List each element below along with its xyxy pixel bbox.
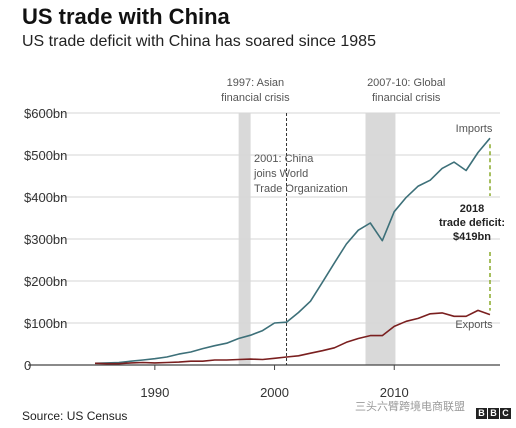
x-tick-label: 2000 (260, 385, 289, 400)
y-tick-label: $600bn (24, 106, 67, 121)
crisis-label: financial crisis (372, 92, 441, 104)
series-label-exports: Exports (455, 319, 493, 331)
wto-label: 2001: China (254, 153, 314, 165)
y-tick-label: 0 (24, 358, 31, 373)
wto-label: Trade Organization (254, 183, 348, 195)
crisis-label: 1997: Asian (227, 77, 285, 89)
series-line-exports (94, 309, 491, 365)
deficit-label: trade deficit: (439, 217, 505, 229)
x-tick-label: 2010 (380, 385, 409, 400)
logo-letter: C (500, 408, 511, 419)
y-tick-label: $100bn (24, 316, 67, 331)
bbc-logo: B B C (476, 408, 511, 419)
crisis-label: 2007-10: Global (367, 77, 445, 89)
watermark: 三头六臂跨境电商联盟 (355, 401, 465, 413)
y-tick-label: $200bn (24, 274, 67, 289)
logo-letter: B (488, 408, 499, 419)
chart-subtitle: US trade deficit with China has soared s… (22, 33, 376, 50)
crisis-label: financial crisis (221, 92, 290, 104)
deficit-label: 2018 (460, 203, 484, 215)
y-tick-label: $300bn (24, 232, 67, 247)
logo-letter: B (476, 408, 487, 419)
y-tick-label: $400bn (24, 190, 67, 205)
source-note: Source: US Census (22, 409, 128, 423)
x-tick-label: 1990 (140, 385, 169, 400)
series-line-imports (94, 137, 491, 365)
chart-title: US trade with China (22, 4, 230, 29)
deficit-label: $419bn (453, 231, 491, 243)
series-label-imports: Imports (456, 123, 493, 135)
y-tick-label: $500bn (24, 148, 67, 163)
wto-label: joins World (253, 168, 308, 180)
